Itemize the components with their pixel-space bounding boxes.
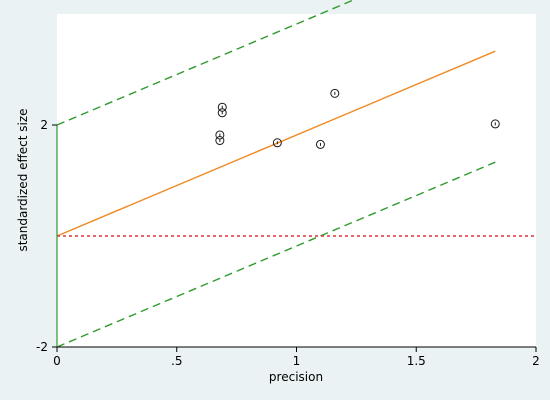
lines-layer [56, 0, 536, 348]
data-point-marker [215, 130, 225, 140]
data-point-marker [217, 108, 227, 118]
x-tick-label: 0 [53, 354, 61, 368]
data-point [215, 130, 225, 140]
x-axis-title: precision [269, 370, 323, 384]
axes-layer: 0 .5 1 1.5 2 -2 2 [36, 118, 540, 368]
data-point [490, 119, 500, 129]
y-tick-label: 2 [40, 118, 48, 132]
upper-bound-line [56, 0, 356, 126]
y-tick-label: -2 [36, 340, 48, 354]
data-point [315, 139, 325, 149]
lower-bound-line [56, 161, 496, 348]
plot-area [57, 14, 536, 347]
x-tick-label: .5 [171, 354, 182, 368]
data-point [217, 102, 227, 112]
x-tick-label: 2 [532, 354, 540, 368]
data-point [215, 136, 225, 146]
y-axis-title: standardized effect size [16, 108, 30, 251]
data-point-marker [272, 138, 282, 148]
data-point [330, 88, 340, 98]
data-point-marker [315, 139, 325, 149]
x-tick-label: 1.5 [407, 354, 426, 368]
data-point-marker [215, 136, 225, 146]
data-point [272, 138, 282, 148]
data-point-marker [217, 102, 227, 112]
data-point-marker [490, 119, 500, 129]
data-point-marker [330, 88, 340, 98]
data-point [217, 108, 227, 118]
regression-line [56, 50, 496, 237]
x-tick-label: 1 [293, 354, 301, 368]
points-layer [215, 88, 500, 149]
